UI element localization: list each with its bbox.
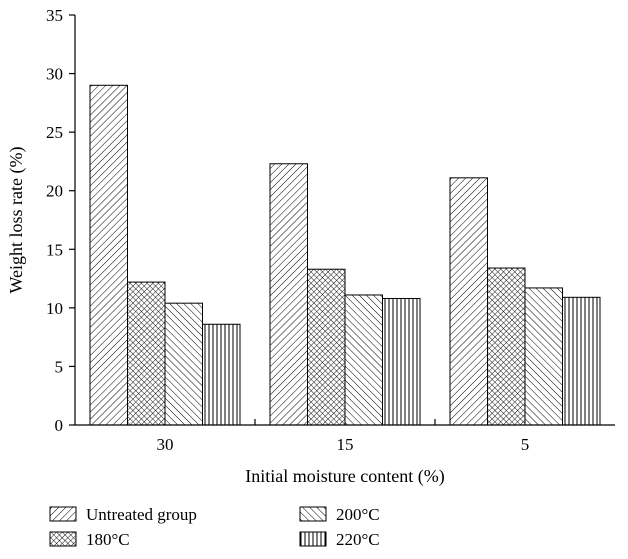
legend-label: Untreated group: [86, 505, 197, 524]
x-tick-label: 5: [521, 435, 530, 454]
legend-label: 220°C: [336, 530, 380, 549]
bar-diag-right-5: [449, 177, 488, 426]
bar-vertical-5: [562, 296, 601, 426]
y-tick-label: 30: [46, 65, 63, 84]
legend: Untreated group 200°C 180°C 220°C: [49, 505, 380, 549]
y-tick-label: 35: [46, 6, 63, 25]
y-tick-label: 25: [46, 123, 63, 142]
bar-vertical-15: [382, 297, 421, 426]
y-tick-label: 20: [46, 182, 63, 201]
y-tick-label: 5: [55, 357, 64, 376]
x-ticks: 30 15 5: [157, 419, 530, 454]
y-tick-label: 15: [46, 240, 63, 259]
bar-crosshatch-15: [307, 268, 346, 426]
bar-crosshatch-5: [487, 267, 526, 426]
bar-diag-left-15: [344, 294, 383, 426]
x-tick-label: 30: [157, 435, 174, 454]
bar-diag-right-15: [269, 163, 308, 426]
legend-swatch: [299, 506, 327, 522]
bars-layer: [89, 84, 601, 426]
bar-diag-left-5: [524, 287, 563, 426]
x-axis-label: Initial moisture content (%): [245, 466, 444, 487]
y-axis-label: Weight loss rate (%): [6, 146, 27, 293]
legend-swatch: [299, 531, 327, 547]
legend-swatch: [49, 506, 77, 522]
x-tick-label: 15: [337, 435, 354, 454]
y-tick-label: 10: [46, 299, 63, 318]
y-ticks: 0 5 10 15 20 25 30 35: [46, 6, 75, 435]
bar-crosshatch-30: [127, 281, 166, 426]
bar-vertical-30: [202, 323, 241, 426]
bar-diag-left-30: [164, 302, 203, 426]
legend-label: 180°C: [86, 530, 130, 549]
legend-label: 200°C: [336, 505, 380, 524]
legend-swatch: [49, 531, 77, 547]
y-tick-label: 0: [55, 416, 64, 435]
bar-diag-right-30: [89, 84, 128, 426]
